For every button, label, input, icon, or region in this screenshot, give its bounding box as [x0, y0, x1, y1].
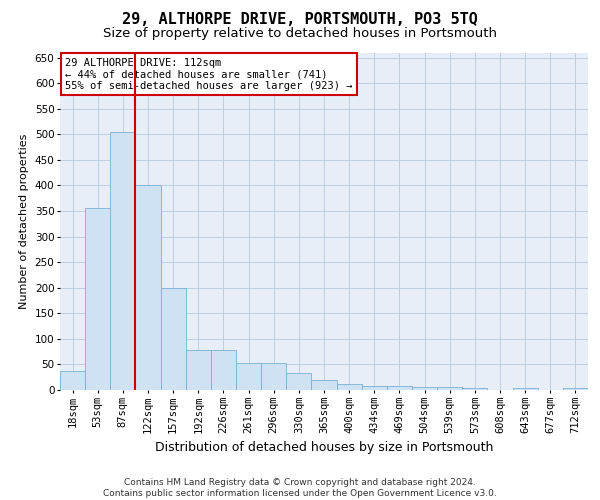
Text: Contains HM Land Registry data © Crown copyright and database right 2024.
Contai: Contains HM Land Registry data © Crown c… [103, 478, 497, 498]
Bar [161, 288, 186, 390]
Y-axis label: Number of detached properties: Number of detached properties [19, 134, 29, 309]
Bar [136, 186, 161, 390]
Bar [85, 208, 110, 390]
Bar [60, 370, 85, 390]
Text: Size of property relative to detached houses in Portsmouth: Size of property relative to detached ho… [103, 28, 497, 40]
Bar [512, 388, 538, 390]
Bar [236, 364, 261, 390]
Bar [462, 388, 487, 390]
Bar [311, 380, 337, 390]
Bar [412, 388, 437, 390]
Bar [261, 364, 286, 390]
Bar [211, 350, 236, 390]
Bar [337, 384, 362, 390]
Bar [437, 388, 462, 390]
Bar [387, 386, 412, 390]
Bar [362, 386, 387, 390]
Bar [110, 132, 136, 390]
Bar [186, 350, 211, 390]
Text: 29 ALTHORPE DRIVE: 112sqm
← 44% of detached houses are smaller (741)
55% of semi: 29 ALTHORPE DRIVE: 112sqm ← 44% of detac… [65, 58, 353, 91]
X-axis label: Distribution of detached houses by size in Portsmouth: Distribution of detached houses by size … [155, 442, 493, 454]
Bar [563, 388, 588, 390]
Bar [286, 373, 311, 390]
Text: 29, ALTHORPE DRIVE, PORTSMOUTH, PO3 5TQ: 29, ALTHORPE DRIVE, PORTSMOUTH, PO3 5TQ [122, 12, 478, 28]
